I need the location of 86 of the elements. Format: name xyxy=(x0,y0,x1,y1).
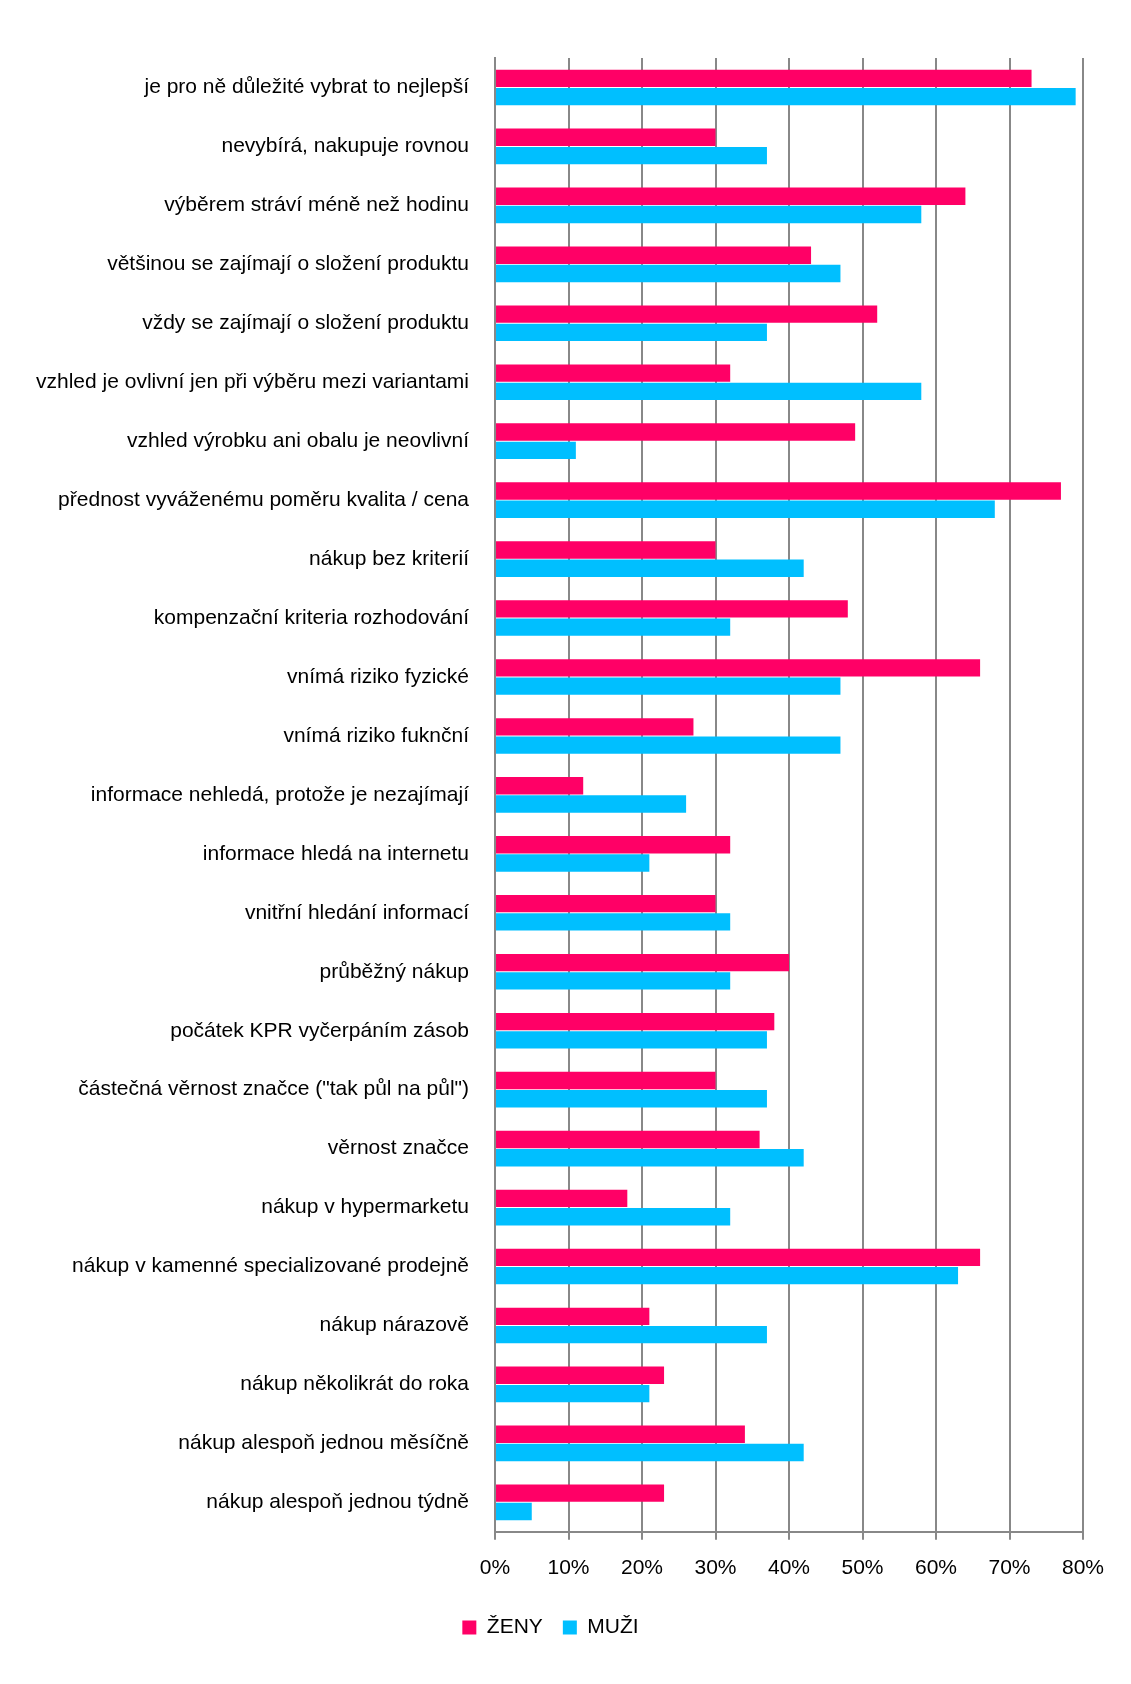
bar xyxy=(496,618,731,636)
y-tick-label: nákup v kamenné specializované prodejně xyxy=(72,1253,470,1277)
bar xyxy=(496,69,1032,88)
y-tick-label: nákup několikrát do roka xyxy=(240,1371,470,1395)
y-tick-label: průběžný nákup xyxy=(319,958,470,982)
bar xyxy=(496,1090,767,1108)
bar xyxy=(496,1071,716,1090)
x-tick-label: 30% xyxy=(694,1555,737,1579)
x-tick-label: 50% xyxy=(841,1555,884,1579)
y-tick-label: výběrem stráví méně než hodinu xyxy=(164,192,470,216)
y-tick-label: počátek KPR vyčerpáním zásob xyxy=(170,1017,470,1041)
y-tick-label: nákup bez kriterií xyxy=(309,545,470,569)
bar xyxy=(496,128,716,146)
bar xyxy=(496,1208,731,1226)
x-tick-label: 10% xyxy=(547,1555,590,1579)
x-tick-label: 0% xyxy=(479,1555,511,1579)
y-tick-label: vnímá riziko fuknční xyxy=(283,722,470,746)
bar xyxy=(496,1031,767,1049)
y-tick-label: informace hledá na internetu xyxy=(202,840,470,864)
legend-label: ŽENY xyxy=(486,1614,543,1638)
bar xyxy=(496,1384,650,1403)
bar xyxy=(496,1189,628,1208)
bar xyxy=(496,913,731,931)
bar xyxy=(496,854,650,872)
bar xyxy=(496,600,848,618)
y-tick-label: nákup alespoň jednou týdně xyxy=(206,1489,470,1513)
bar xyxy=(496,1130,760,1149)
bar xyxy=(496,894,716,913)
y-tick-label: většinou se zajímají o složení produktu xyxy=(107,251,470,275)
y-tick-label: vzhled je ovlivní jen při výběru mezi variantami xyxy=(36,369,470,393)
bar xyxy=(496,659,981,677)
bar xyxy=(496,677,841,695)
bar xyxy=(496,1266,959,1285)
bar xyxy=(496,305,878,323)
bar xyxy=(496,441,576,460)
bar xyxy=(496,87,1076,106)
y-tick-label: kompenzační kriteria rozhodování xyxy=(153,604,470,628)
y-tick-label: je pro ně důležité vybrat to nejlepší xyxy=(143,74,470,98)
bar xyxy=(496,382,922,401)
bar xyxy=(496,205,922,224)
legend-label: MUŽI xyxy=(587,1614,639,1638)
y-tick-label: nevybírá, nakupuje rovnou xyxy=(221,133,470,157)
bar xyxy=(496,953,790,972)
bar xyxy=(496,246,812,264)
bar xyxy=(496,1443,804,1462)
bar xyxy=(496,423,856,441)
y-tick-label: vnímá riziko fyzické xyxy=(286,663,470,687)
y-tick-label: nákup v hypermarketu xyxy=(261,1194,470,1218)
bar xyxy=(496,323,767,342)
bar xyxy=(496,836,731,854)
y-tick-label: vždy se zajímají o složení produktu xyxy=(142,310,470,334)
y-tick-label: částečná věrnost značce ("tak půl na půl") xyxy=(78,1076,470,1100)
bar xyxy=(496,1366,665,1384)
bar xyxy=(496,500,995,518)
bar xyxy=(496,559,804,577)
bar xyxy=(496,482,1061,500)
bar xyxy=(496,1502,532,1521)
bar xyxy=(496,795,687,813)
bar xyxy=(496,541,716,559)
x-tick-label: 80% xyxy=(1061,1555,1105,1579)
bar xyxy=(496,777,584,795)
bar xyxy=(496,736,841,754)
bar xyxy=(496,187,966,205)
x-tick-label: 60% xyxy=(914,1555,958,1579)
y-tick-label: přednost vyváženému poměru kvalita / cena xyxy=(58,486,470,510)
bar xyxy=(496,1248,981,1267)
bar xyxy=(496,972,731,990)
bar xyxy=(496,718,694,736)
bar xyxy=(496,1484,665,1502)
x-tick-label: 20% xyxy=(620,1555,664,1579)
bar xyxy=(496,1425,745,1443)
bar xyxy=(496,1149,804,1167)
bar xyxy=(496,146,767,165)
bar xyxy=(496,264,841,283)
bar xyxy=(496,364,731,382)
x-tick-label: 40% xyxy=(767,1555,811,1579)
bar xyxy=(496,1307,650,1326)
y-tick-label: věrnost značce xyxy=(327,1135,470,1159)
y-tick-label: vnitřní hledání informací xyxy=(244,899,470,923)
y-tick-label: informace nehledá, protože je nezajímají xyxy=(90,781,470,805)
y-tick-label: vzhled výrobku ani obalu je neovlivní xyxy=(126,427,470,451)
x-tick-label: 70% xyxy=(988,1555,1031,1579)
bar xyxy=(496,1012,775,1031)
y-tick-label: nákup alespoň jednou měsíčně xyxy=(178,1430,470,1454)
bar xyxy=(496,1325,767,1344)
y-tick-label: nákup nárazově xyxy=(319,1312,470,1336)
